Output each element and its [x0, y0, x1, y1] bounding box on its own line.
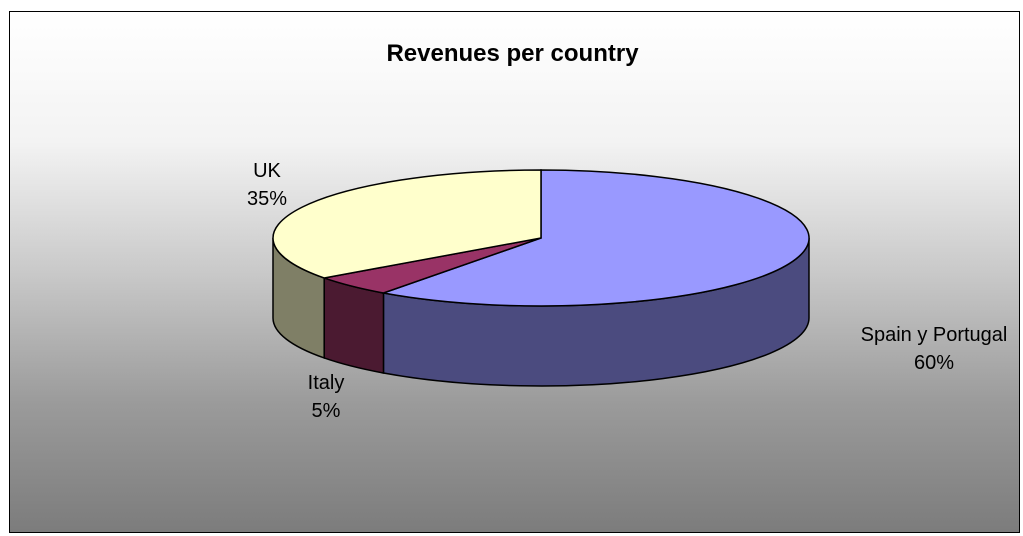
chart-title: Revenues per country: [386, 40, 639, 67]
pie-labels: Spain y Portugal 60% Italy 5% UK 35%: [247, 160, 1007, 422]
slice-category-label: Italy: [308, 372, 345, 394]
chart-frame: Revenues per country Spain y Portugal 60%…: [9, 11, 1020, 533]
pie-sides: [272, 237, 810, 387]
slice-category-label: UK: [253, 160, 281, 182]
slice-label-uk: UK 35%: [247, 160, 287, 210]
slice-label-spain-y-portugal: Spain y Portugal 60%: [861, 324, 1008, 374]
pie-slice-spain-y-portugal: [380, 169, 810, 307]
slice-percent-label: 60%: [914, 352, 954, 374]
pie-side-italy: [323, 276, 385, 374]
pie-tops: [272, 169, 810, 307]
slice-percent-label: 5%: [312, 400, 341, 422]
pie-chart-svg: Spain y Portugal 60% Italy 5% UK 35%: [247, 160, 1007, 422]
pie-slice-uk: [272, 169, 542, 279]
slice-category-label: Spain y Portugal: [861, 324, 1008, 346]
slice-percent-label: 35%: [247, 188, 287, 210]
slice-label-italy: Italy 5%: [308, 372, 345, 422]
